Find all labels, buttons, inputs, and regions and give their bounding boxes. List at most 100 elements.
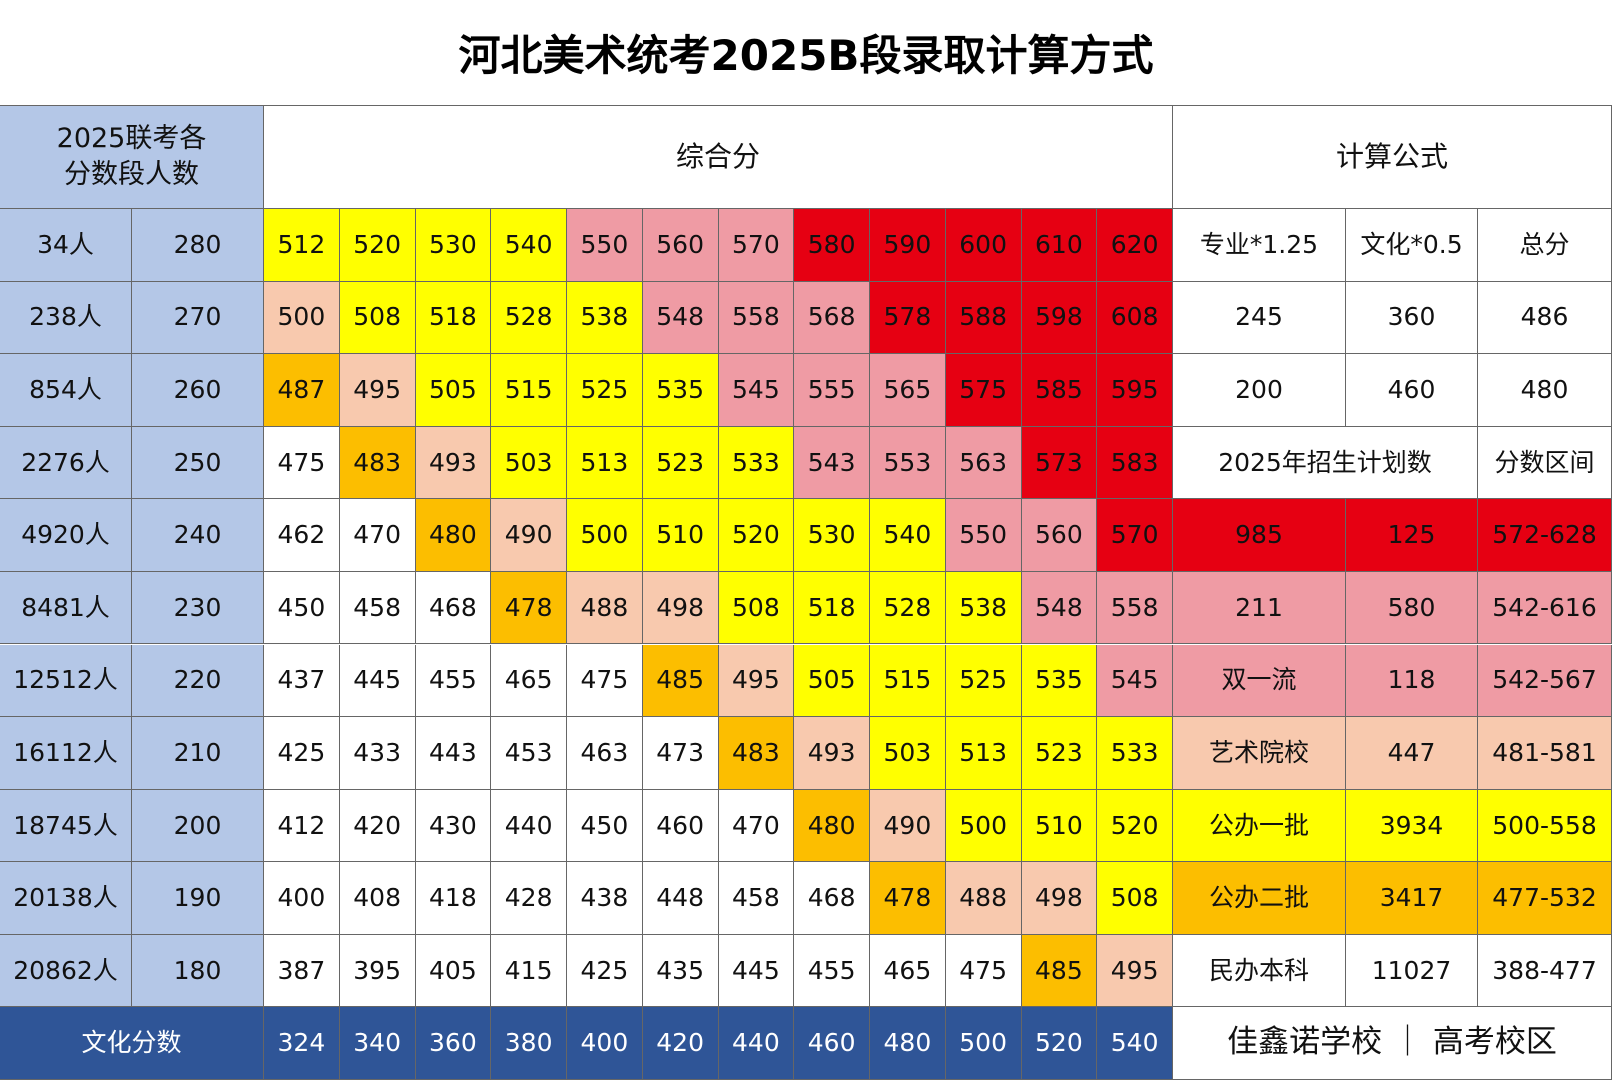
right-cell: 文化*0.5 [1346,209,1478,282]
right-cell: 11027 [1346,934,1478,1008]
right-cell: 486 [1478,281,1612,355]
composite-cell: 510 [642,499,719,572]
composite-cell: 513 [567,426,643,500]
composite-cell: 495 [718,644,795,718]
right-cell: 388-477 [1478,934,1612,1008]
composite-cell: 583 [1097,426,1173,500]
culture-score: 460 [794,1007,870,1080]
composite-cell: 550 [567,209,643,282]
composite-cell: 420 [339,789,416,863]
composite-cell: 533 [718,426,795,500]
composite-cell: 455 [415,644,492,718]
right-cell: 447 [1346,717,1478,790]
composite-cell: 405 [415,934,492,1008]
composite-cell: 558 [718,281,795,355]
composite-cell: 520 [339,209,416,282]
composite-cell: 425 [567,934,643,1008]
score-cell: 180 [132,934,264,1008]
composite-cell: 493 [794,717,870,790]
composite-cell: 428 [491,862,567,935]
culture-score: 340 [339,1007,416,1080]
composite-cell: 563 [945,426,1022,500]
right-cell: 125 [1346,499,1478,572]
right-cell: 460 [1346,354,1478,427]
right-cell: 118 [1346,644,1478,718]
composite-cell: 520 [1097,789,1173,863]
count-cell: 16112人 [0,717,132,790]
composite-cell: 550 [945,499,1022,572]
formula-header: 计算公式 [1173,106,1612,209]
composite-cell: 505 [794,644,870,718]
composite-cell: 470 [718,789,795,863]
composite-cell: 508 [339,281,416,355]
score-cell: 250 [132,426,264,500]
footer-label: 文化分数 [0,1007,264,1080]
composite-cell: 387 [264,934,340,1008]
composite-cell: 530 [415,209,492,282]
composite-cell: 545 [1097,644,1173,718]
composite-cell: 463 [567,717,643,790]
composite-cell: 475 [567,644,643,718]
composite-cell: 453 [491,717,567,790]
composite-cell: 508 [1097,862,1173,935]
composite-cell: 518 [794,571,870,645]
score-cell: 240 [132,499,264,572]
composite-cell: 540 [870,499,946,572]
composite-cell: 458 [339,571,416,645]
composite-cell: 570 [1097,499,1173,572]
composite-cell: 608 [1097,281,1173,355]
right-cell: 艺术院校 [1173,717,1346,790]
composite-cell: 465 [870,934,946,1008]
composite-cell: 478 [491,571,567,645]
score-cell: 260 [132,354,264,427]
right-cell: 360 [1346,281,1478,355]
right-cell: 公办一批 [1173,789,1346,863]
count-cell: 18745人 [0,789,132,863]
composite-cell: 565 [870,354,946,427]
composite-cell: 473 [642,717,719,790]
composite-cell: 610 [1021,209,1098,282]
composite-cell: 600 [945,209,1022,282]
composite-cell: 490 [870,789,946,863]
composite-cell: 515 [491,354,567,427]
composite-cell: 528 [491,281,567,355]
composite-cell: 535 [1021,644,1098,718]
composite-cell: 438 [567,862,643,935]
composite-cell: 535 [642,354,719,427]
composite-cell: 548 [1021,571,1098,645]
composite-cell: 500 [567,499,643,572]
brand: 佳鑫诺学校 ｜ 高考校区 [1173,1007,1612,1080]
composite-cell: 570 [718,209,795,282]
composite-cell: 575 [945,354,1022,427]
count-cell: 4920人 [0,499,132,572]
composite-cell: 560 [1021,499,1098,572]
composite-cell: 538 [945,571,1022,645]
right-cell: 481-581 [1478,717,1612,790]
count-header: 2025联考各 分数段人数 [0,106,264,209]
composite-cell: 395 [339,934,416,1008]
score-cell: 270 [132,281,264,355]
composite-cell: 465 [491,644,567,718]
culture-score: 360 [415,1007,492,1080]
culture-score: 480 [870,1007,946,1080]
right-cell: 双一流 [1173,644,1346,718]
right-cell: 专业*1.25 [1173,209,1346,282]
composite-cell: 475 [945,934,1022,1008]
composite-cell: 498 [642,571,719,645]
composite-cell: 595 [1097,354,1173,427]
right-cell: 公办二批 [1173,862,1346,935]
right-cell: 572-628 [1478,499,1612,572]
composite-cell: 430 [415,789,492,863]
right-cell: 总分 [1478,209,1612,282]
right-cell: 542-616 [1478,571,1612,645]
composite-cell: 533 [1097,717,1173,790]
composite-cell: 483 [339,426,416,500]
culture-score: 420 [642,1007,719,1080]
count-cell: 8481人 [0,571,132,645]
composite-cell: 590 [870,209,946,282]
right-cell: 480 [1478,354,1612,427]
right-cell: 分数区间 [1478,426,1612,500]
right-cell: 2025年招生计划数 [1173,426,1478,500]
composite-cell: 558 [1097,571,1173,645]
